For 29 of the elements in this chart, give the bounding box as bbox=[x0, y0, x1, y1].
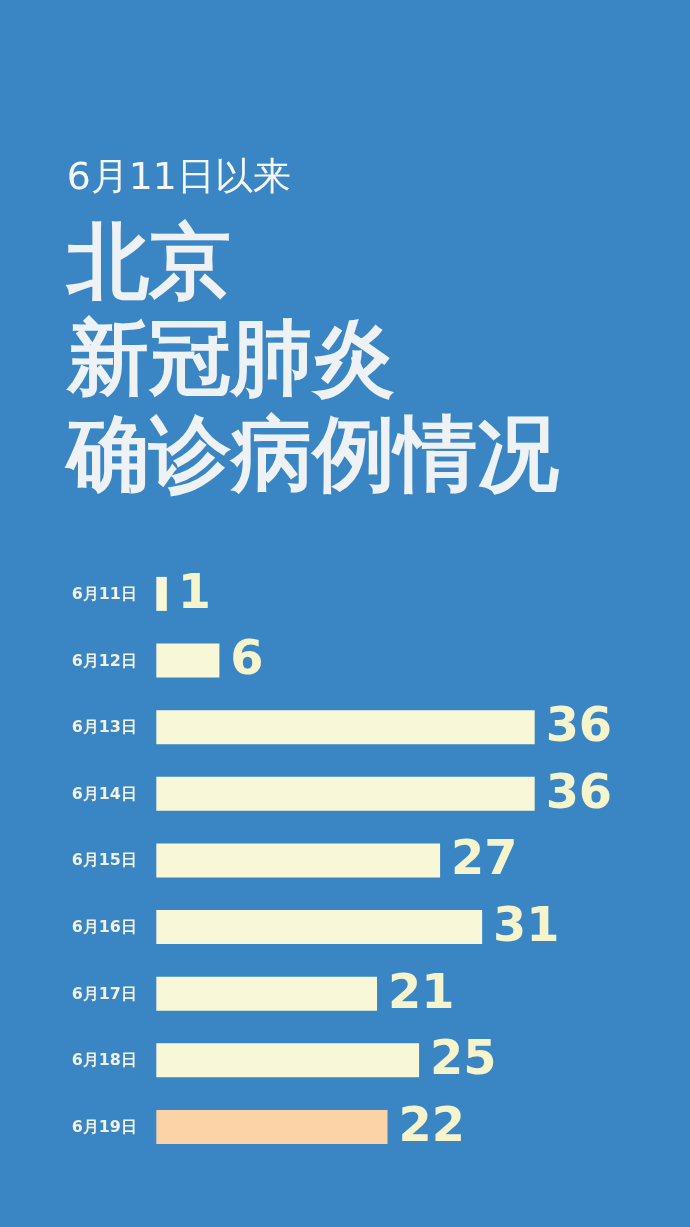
bar bbox=[156, 710, 535, 745]
y-tick-label: 6月14日 bbox=[71, 783, 137, 803]
bar bbox=[156, 910, 483, 945]
y-tick-label: 6月18日 bbox=[71, 1050, 137, 1070]
data-label: 1 bbox=[177, 563, 212, 619]
y-tick-label: 6月19日 bbox=[71, 1116, 137, 1136]
bar bbox=[156, 1043, 420, 1078]
y-tick-label: 6月17日 bbox=[71, 983, 137, 1003]
data-label: 31 bbox=[493, 897, 560, 953]
bar bbox=[156, 1109, 388, 1144]
data-label: 22 bbox=[398, 1096, 465, 1152]
bar bbox=[156, 843, 441, 878]
bar bbox=[156, 576, 167, 611]
y-tick-label: 6月12日 bbox=[71, 650, 137, 670]
data-label: 6 bbox=[230, 630, 264, 686]
y-tick-label: 6月15日 bbox=[71, 850, 137, 870]
y-tick-label: 6月16日 bbox=[71, 917, 137, 937]
chart-title: 北京新冠肺炎确诊病例情况 bbox=[63, 214, 559, 501]
data-label: 21 bbox=[387, 963, 455, 1019]
bar bbox=[156, 976, 378, 1011]
data-label: 25 bbox=[430, 1030, 497, 1086]
y-tick-label: 6月11日 bbox=[71, 583, 137, 603]
data-label: 27 bbox=[451, 830, 518, 886]
data-label: 36 bbox=[545, 697, 613, 753]
y-tick-label: 6月13日 bbox=[71, 717, 137, 737]
bar bbox=[156, 776, 535, 811]
bar bbox=[156, 643, 220, 678]
data-label: 36 bbox=[545, 763, 613, 819]
chart-subtitle: 6月11日以来 bbox=[66, 153, 291, 198]
